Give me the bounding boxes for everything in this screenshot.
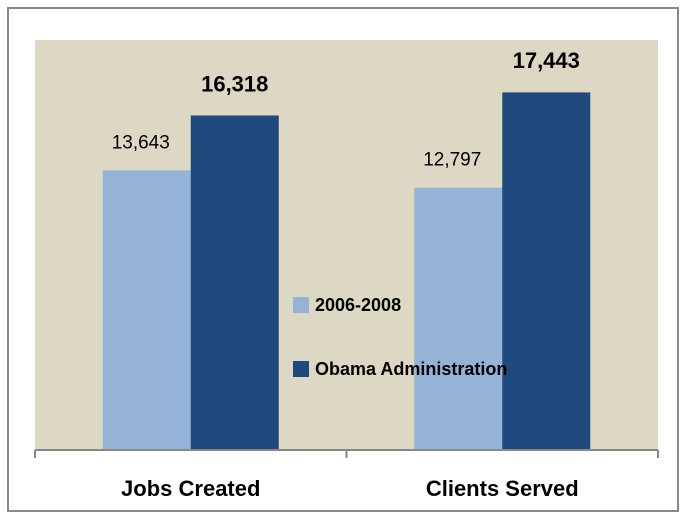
bar: [190, 115, 279, 450]
data-label: 12,797: [423, 150, 481, 171]
bar: [414, 187, 503, 450]
legend-swatch: [293, 297, 309, 313]
data-label: 16,318: [201, 71, 268, 96]
legend-label: Obama Administration: [315, 359, 507, 379]
legend-swatch: [293, 361, 309, 377]
legend-label: 2006-2008: [315, 295, 401, 315]
bar: [102, 170, 191, 451]
data-label: 13,643: [112, 132, 170, 153]
data-label: 17,443: [513, 48, 580, 73]
x-tick-label: Jobs Created: [121, 476, 260, 501]
x-tick-label: Clients Served: [426, 476, 579, 501]
bar: [502, 92, 591, 450]
